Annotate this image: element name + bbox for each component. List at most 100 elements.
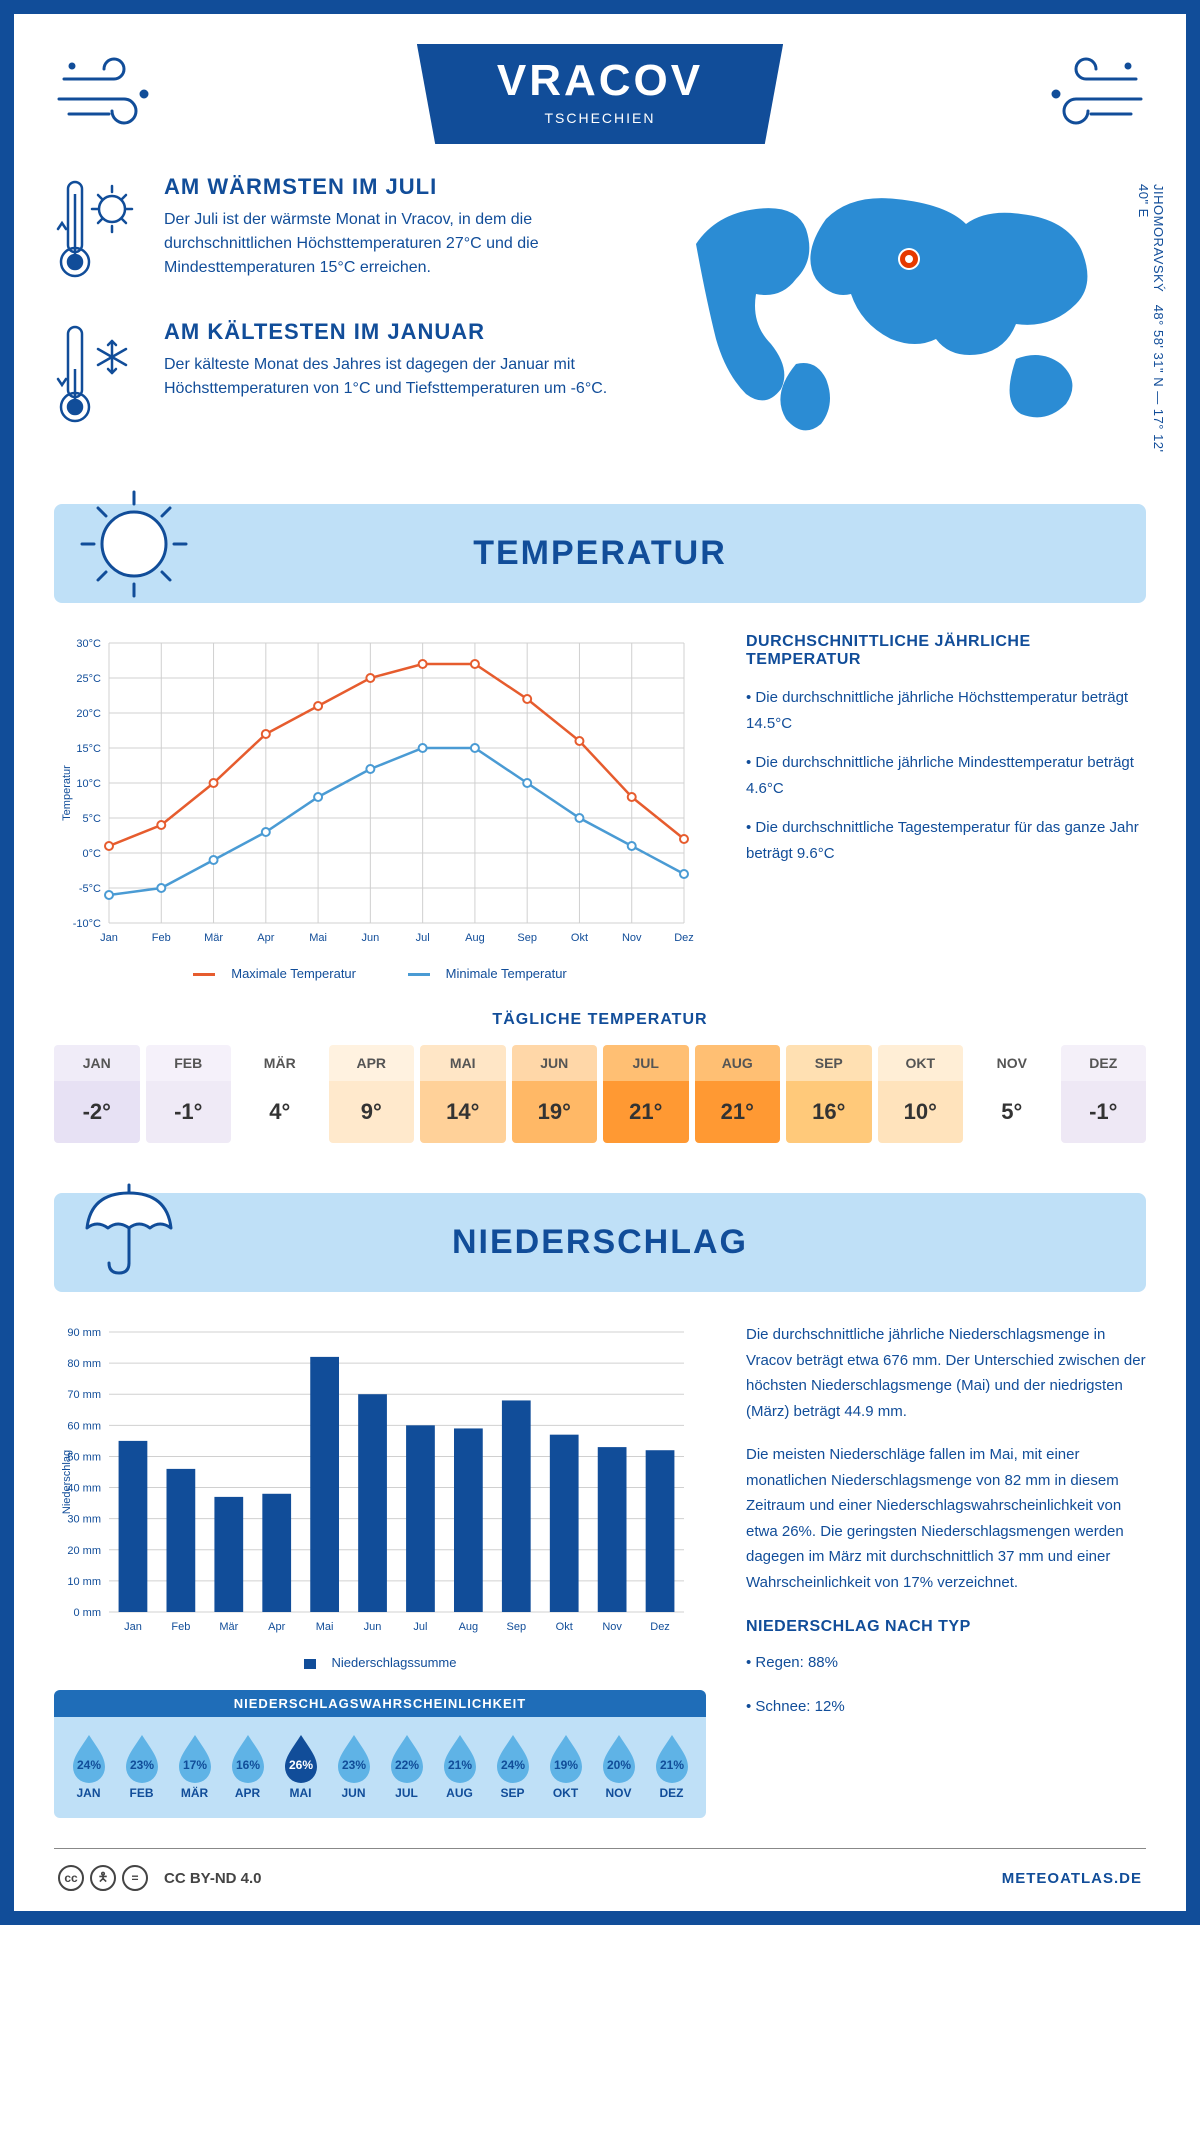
svg-text:10 mm: 10 mm <box>67 1576 101 1588</box>
precip-chart-row: 0 mm10 mm20 mm30 mm40 mm50 mm60 mm70 mm8… <box>54 1322 1146 1818</box>
temp-chart: -10°C-5°C0°C5°C10°C15°C20°C25°C30°CJanFe… <box>54 633 706 981</box>
temp-cell: APR9° <box>329 1045 415 1143</box>
world-map: JIHOMORAVSKÝ 48° 58' 31" N — 17° 12' 40"… <box>666 174 1146 464</box>
fact-warm-title: AM WÄRMSTEN IM JULI <box>164 174 636 200</box>
temp-cell: JUL21° <box>603 1045 689 1143</box>
fact-warm-text: Der Juli ist der wärmste Monat in Vracov… <box>164 208 636 280</box>
svg-text:Jan: Jan <box>100 932 118 944</box>
svg-text:80 mm: 80 mm <box>67 1358 101 1370</box>
temp-side-text: DURCHSCHNITTLICHE JÄHRLICHE TEMPERATUR D… <box>746 633 1146 981</box>
temp-cell: FEB-1° <box>146 1045 232 1143</box>
svg-text:Apr: Apr <box>257 932 274 944</box>
svg-text:Sep: Sep <box>507 1621 527 1633</box>
prob-drops: 24%JAN23%FEB17%MÄR16%APR26%MAI23%JUN22%J… <box>54 1717 706 1804</box>
svg-text:0°C: 0°C <box>83 848 102 860</box>
svg-text:Okt: Okt <box>556 1621 573 1633</box>
prob-title: NIEDERSCHLAGSWAHRSCHEINLICHKEIT <box>54 1690 706 1717</box>
svg-text:22%: 22% <box>394 1758 418 1772</box>
svg-text:16%: 16% <box>235 1758 259 1772</box>
city-name: VRACOV <box>497 56 703 106</box>
drop-item: 20%NOV <box>598 1731 640 1800</box>
section-title-temp: TEMPERATUR <box>54 534 1146 573</box>
temp-cell: JAN-2° <box>54 1045 140 1143</box>
svg-text:25°C: 25°C <box>76 673 101 685</box>
cc-icon: cc <box>58 1865 84 1891</box>
section-title-precip: NIEDERSCHLAG <box>54 1223 1146 1262</box>
wind-icon <box>1036 54 1146 139</box>
drop-item: 23%FEB <box>121 1731 163 1800</box>
temp-cell: JUN19° <box>512 1045 598 1143</box>
svg-text:19%: 19% <box>553 1758 577 1772</box>
drop-item: 24%SEP <box>492 1731 534 1800</box>
top-row: AM WÄRMSTEN IM JULI Der Juli ist der wär… <box>54 174 1146 464</box>
precip-legend: Niederschlagssumme <box>54 1655 706 1670</box>
svg-text:5°C: 5°C <box>83 813 102 825</box>
svg-text:20%: 20% <box>606 1758 630 1772</box>
svg-text:Nov: Nov <box>622 932 642 944</box>
facts-col: AM WÄRMSTEN IM JULI Der Juli ist der wär… <box>54 174 636 464</box>
daily-temp-table: JAN-2°FEB-1°MÄR4°APR9°MAI14°JUN19°JUL21°… <box>54 1045 1146 1143</box>
svg-text:Mai: Mai <box>316 1621 334 1633</box>
drop-item: 16%APR <box>227 1731 269 1800</box>
thermometer-sun-icon <box>54 174 144 289</box>
drop-item: 24%JAN <box>68 1731 110 1800</box>
svg-text:Aug: Aug <box>459 1621 479 1633</box>
temp-cell: SEP16° <box>786 1045 872 1143</box>
temp-legend: Maximale Temperatur Minimale Temperatur <box>54 966 706 981</box>
precip-chart: 0 mm10 mm20 mm30 mm40 mm50 mm60 mm70 mm8… <box>54 1322 706 1818</box>
svg-text:17%: 17% <box>182 1758 206 1772</box>
drop-item: 23%JUN <box>333 1731 375 1800</box>
footer: cc 🯅 = CC BY-ND 4.0 METEOATLAS.DE <box>54 1848 1146 1891</box>
svg-text:Dez: Dez <box>674 932 694 944</box>
svg-text:30 mm: 30 mm <box>67 1514 101 1526</box>
svg-text:Niederschlag: Niederschlag <box>61 1450 73 1514</box>
wind-icon <box>54 54 164 139</box>
section-banner-temp: TEMPERATUR <box>54 504 1146 603</box>
svg-text:Jan: Jan <box>124 1621 142 1633</box>
drop-item: 22%JUL <box>386 1731 428 1800</box>
svg-text:23%: 23% <box>129 1758 153 1772</box>
fact-warm: AM WÄRMSTEN IM JULI Der Juli ist der wär… <box>54 174 636 289</box>
svg-text:20 mm: 20 mm <box>67 1545 101 1557</box>
coords: JIHOMORAVSKÝ 48° 58' 31" N — 17° 12' 40"… <box>1136 184 1166 464</box>
drop-item: 19%OKT <box>545 1731 587 1800</box>
svg-text:15°C: 15°C <box>76 743 101 755</box>
svg-text:Sep: Sep <box>517 932 537 944</box>
daily-temp-title: TÄGLICHE TEMPERATUR <box>54 1011 1146 1029</box>
temp-cell: DEZ-1° <box>1061 1045 1147 1143</box>
page-frame: VRACOV TSCHECHIEN AM WÄRMSTEN IM JULI De… <box>0 0 1200 1925</box>
section-banner-precip: NIEDERSCHLAG <box>54 1193 1146 1292</box>
svg-text:0 mm: 0 mm <box>74 1607 102 1619</box>
temp-cell: MÄR4° <box>237 1045 323 1143</box>
header: VRACOV TSCHECHIEN <box>54 44 1146 144</box>
svg-text:Nov: Nov <box>602 1621 622 1633</box>
svg-text:Apr: Apr <box>268 1621 285 1633</box>
svg-text:Mär: Mär <box>204 932 223 944</box>
umbrella-icon <box>74 1173 184 1288</box>
svg-text:Mai: Mai <box>309 932 327 944</box>
svg-text:Jun: Jun <box>361 932 379 944</box>
brand: METEOATLAS.DE <box>1002 1870 1142 1887</box>
temp-cell: OKT10° <box>878 1045 964 1143</box>
fact-cold: AM KÄLTESTEN IM JANUAR Der kälteste Mona… <box>54 319 636 434</box>
fact-cold-title: AM KÄLTESTEN IM JANUAR <box>164 319 636 345</box>
svg-text:Dez: Dez <box>650 1621 670 1633</box>
temp-cell: AUG21° <box>695 1045 781 1143</box>
svg-text:Aug: Aug <box>465 932 485 944</box>
drop-item: 21%AUG <box>439 1731 481 1800</box>
svg-text:Okt: Okt <box>571 932 588 944</box>
svg-text:20°C: 20°C <box>76 708 101 720</box>
svg-text:21%: 21% <box>659 1758 683 1772</box>
precip-side-text: Die durchschnittliche jährliche Niedersc… <box>746 1322 1146 1818</box>
svg-text:90 mm: 90 mm <box>67 1327 101 1339</box>
prob-box: NIEDERSCHLAGSWAHRSCHEINLICHKEIT 24%JAN 23… <box>54 1690 706 1818</box>
license: cc 🯅 = CC BY-ND 4.0 <box>58 1865 262 1891</box>
drop-item: 26%MAI <box>280 1731 322 1800</box>
svg-text:-5°C: -5°C <box>79 883 101 895</box>
by-icon: 🯅 <box>90 1865 116 1891</box>
svg-text:10°C: 10°C <box>76 778 101 790</box>
temp-cell: MAI14° <box>420 1045 506 1143</box>
nd-icon: = <box>122 1865 148 1891</box>
svg-text:Jun: Jun <box>364 1621 382 1633</box>
svg-text:70 mm: 70 mm <box>67 1389 101 1401</box>
